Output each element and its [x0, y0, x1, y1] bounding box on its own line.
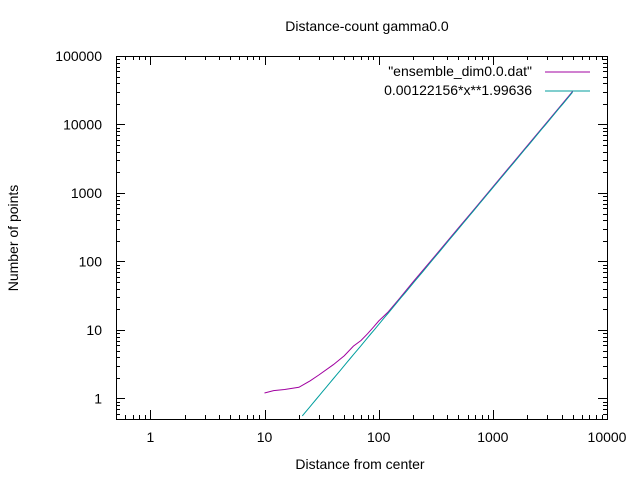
series-line-1 — [301, 91, 573, 417]
legend-label-0: "ensemble_dim0.0.dat" — [388, 63, 532, 79]
y-axis-label: Number of points — [5, 185, 21, 292]
x-tick-label: 1 — [146, 429, 154, 445]
y-tick-label: 10000 — [63, 116, 102, 132]
y-tick-label: 10 — [86, 322, 102, 338]
x-tick-label: 1000 — [477, 429, 508, 445]
y-tick-label: 1 — [94, 390, 102, 406]
chart-title: Distance-count gamma0.0 — [285, 18, 449, 34]
legend: "ensemble_dim0.0.dat" 0.00122156*x**1.99… — [384, 63, 590, 98]
y-tick-label: 1000 — [71, 185, 102, 201]
series-layer — [264, 91, 573, 417]
x-tick-label: 100 — [367, 429, 391, 445]
y-tick-label: 100000 — [55, 48, 102, 64]
ticks-layer: 1 10 100 1000 10000 1 10 100 1000 10000 100000 — [55, 48, 626, 445]
x-axis-label: Distance from center — [295, 456, 424, 472]
x-tick-label: 10000 — [588, 429, 627, 445]
plot-frame — [116, 56, 608, 420]
legend-label-1: 0.00122156*x**1.99636 — [384, 82, 532, 98]
x-tick-label: 10 — [257, 429, 273, 445]
series-line-0 — [264, 91, 573, 394]
y-tick-label: 100 — [79, 253, 103, 269]
